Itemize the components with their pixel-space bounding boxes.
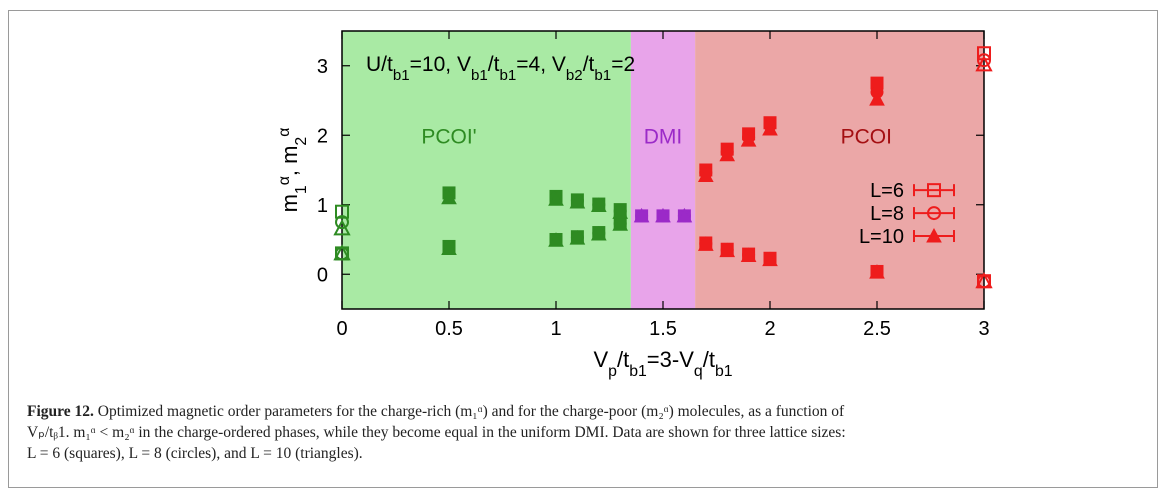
y-tick-label: 3 [317, 56, 328, 78]
data-point [697, 236, 714, 251]
data-point [869, 264, 885, 279]
data-point [612, 216, 629, 231]
y-tick-label: 1 [317, 195, 328, 217]
data-point [975, 272, 993, 289]
data-point [697, 167, 714, 183]
data-point [548, 232, 564, 247]
data-point [869, 91, 885, 106]
data-point [633, 207, 650, 223]
x-tick-label: 1 [550, 318, 561, 340]
region-label: DMI [644, 125, 683, 148]
region-pcoi [695, 31, 984, 309]
data-point [335, 204, 349, 219]
caption-lead: Figure 12. [27, 403, 94, 420]
legend-marker [927, 206, 941, 221]
data-point [548, 191, 564, 206]
parameter-annotation: U/tb1=10, Vb1/tb1=4, Vb2/tb1=2 [366, 53, 635, 84]
data-point [569, 193, 586, 209]
data-point [676, 207, 693, 223]
figure-frame: 0 0.5 1 1.5 2 2.5 3 0 1 2 3 U/tb1=10, Vb1/tb1=4, V… [8, 10, 1158, 488]
figure-caption: Figure 12. Optimized magnetic order para… [27, 401, 1155, 464]
y-tick-label: 0 [317, 264, 328, 286]
x-tick-label: 0 [336, 318, 347, 340]
data-point [441, 240, 457, 256]
region-label: PCOI [841, 125, 892, 148]
chart-labels: U/tb1=10, Vb1/tb1=4, Vb2/tb1=2 PCOI' DMI PC… [276, 53, 892, 380]
data-points [333, 46, 993, 289]
data-point [590, 225, 607, 241]
phase-regions [342, 31, 984, 309]
legend-entry: L=10 [859, 226, 955, 248]
data-point [612, 204, 629, 219]
series-l10 [333, 55, 993, 289]
legend: L=6L=8L=10 [859, 180, 955, 248]
region-pcoi-prime [342, 31, 631, 309]
chart: 0 0.5 1 1.5 2 2.5 3 0 1 2 3 U/tb1=10, Vb1/tb1=4, V… [276, 30, 993, 380]
region-label: PCOI' [421, 125, 476, 148]
data-point [740, 132, 757, 147]
x-axis-label: Vp/tb1=3-Vq/tb1 [593, 347, 732, 380]
x-tick-label: 2.5 [863, 318, 891, 340]
legend-entry: L=6 [870, 180, 955, 202]
data-point [441, 189, 457, 205]
caption-line-2: Vₚ/tᵦ1. m₁ᵅ < m₂ᵅ in the charge-ordered … [27, 424, 846, 441]
data-point [335, 215, 349, 230]
legend-label: L=6 [870, 180, 904, 202]
x-tick-label: 1.5 [649, 318, 677, 340]
data-point [719, 242, 736, 258]
data-point [975, 55, 993, 72]
caption-line-1: Figure 12. Optimized magnetic order para… [27, 401, 1155, 422]
y-axis-label: m1α, m2α [276, 128, 310, 213]
data-point [977, 53, 991, 68]
legend-marker [926, 227, 942, 243]
data-point [740, 247, 757, 262]
data-point [762, 120, 778, 136]
legend-marker [927, 183, 941, 198]
data-point [762, 251, 778, 267]
axis-ticks: 0 0.5 1 1.5 2 2.5 3 0 1 2 3 [317, 31, 990, 340]
legend-label: L=8 [870, 203, 904, 225]
data-point [719, 146, 736, 162]
caption-text-1: Optimized magnetic order parameters for … [93, 403, 845, 420]
data-point [655, 207, 671, 223]
x-tick-label: 0.5 [435, 318, 463, 340]
caption-line-3: L = 6 (squares), L = 8 (circles), and L … [27, 445, 363, 462]
y-tick-label: 2 [317, 125, 328, 147]
x-tick-label: 2 [764, 318, 775, 340]
data-point [333, 219, 351, 236]
region-dmi [630, 31, 696, 309]
legend-label: L=10 [859, 226, 904, 248]
data-point [333, 244, 351, 261]
data-point [569, 230, 586, 245]
legend-entry: L=8 [870, 203, 955, 225]
x-tick-label: 3 [978, 318, 989, 340]
data-point [590, 197, 607, 212]
